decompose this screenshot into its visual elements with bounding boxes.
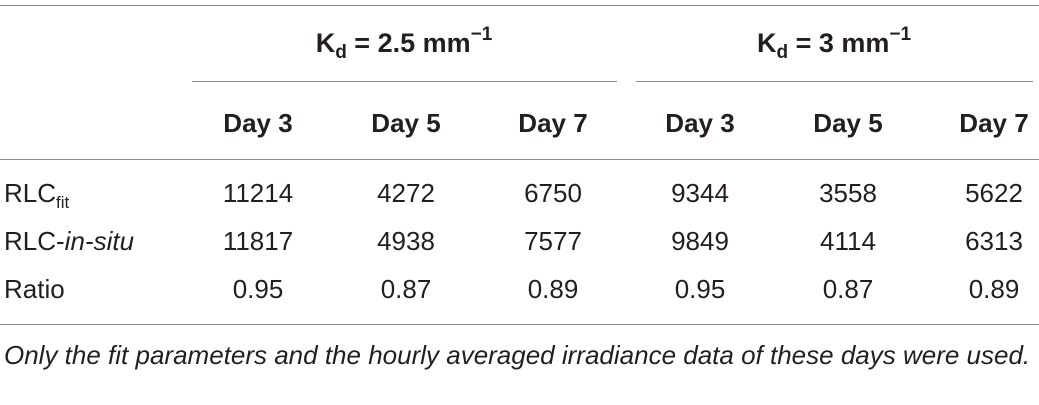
table-cell: 0.87 bbox=[380, 274, 432, 304]
table-cell: 5622 bbox=[965, 178, 1023, 208]
table-cell: 4938 bbox=[377, 226, 435, 256]
column-header: Day 7 bbox=[959, 108, 1029, 138]
row-label-rlc-fit: RLCfit bbox=[4, 178, 70, 212]
table-cell: 6750 bbox=[524, 178, 582, 208]
column-header: Day 5 bbox=[371, 108, 441, 138]
table-cell: 0.95 bbox=[674, 274, 726, 304]
column-header: Day 3 bbox=[223, 108, 293, 138]
group-header-kd-3: Kd = 3 mm−1 bbox=[756, 24, 912, 63]
table-cell: 11214 bbox=[222, 178, 294, 208]
table-cell: 4272 bbox=[377, 178, 435, 208]
table-footnote: Only the fit parameters and the hourly a… bbox=[4, 340, 1031, 370]
table-cell: 0.95 bbox=[232, 274, 284, 304]
table-cell: 0.89 bbox=[968, 274, 1020, 304]
group-header-kd-2-5: Kd = 2.5 mm−1 bbox=[315, 24, 493, 63]
column-header: Day 5 bbox=[813, 108, 883, 138]
row-label-rlc-in-situ: RLC-in-situ bbox=[4, 226, 135, 256]
table-cell: 9849 bbox=[671, 226, 729, 256]
group-rule-kd-3 bbox=[636, 81, 1033, 82]
table-top-rule bbox=[0, 5, 1039, 6]
table-bottom-rule bbox=[0, 324, 1039, 325]
table-cell: 0.87 bbox=[822, 274, 874, 304]
table-cell: 9344 bbox=[671, 178, 729, 208]
column-header: Day 7 bbox=[518, 108, 588, 138]
header-rule bbox=[0, 159, 1039, 160]
table-cell: 3558 bbox=[819, 178, 877, 208]
row-label-ratio: Ratio bbox=[4, 274, 65, 304]
column-header: Day 3 bbox=[665, 108, 735, 138]
table-cell: 7577 bbox=[524, 226, 582, 256]
table-cell: 4114 bbox=[820, 226, 876, 256]
group-rule-kd-2-5 bbox=[192, 81, 617, 82]
table-cell: 6313 bbox=[965, 226, 1023, 256]
table-cell: 11817 bbox=[222, 226, 294, 256]
table-cell: 0.89 bbox=[527, 274, 579, 304]
